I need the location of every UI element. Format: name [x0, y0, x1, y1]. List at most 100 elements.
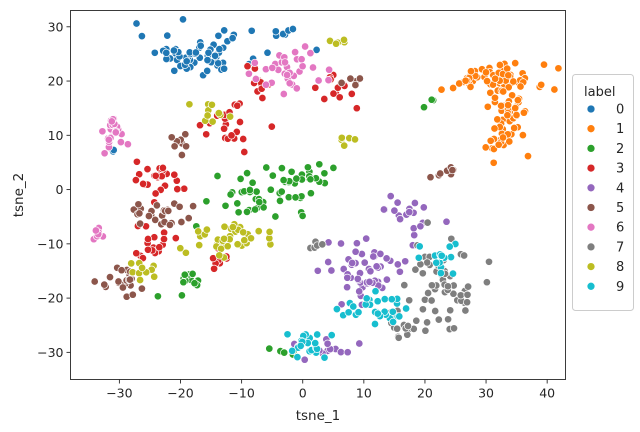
data-point-label-0: [203, 56, 212, 65]
data-point-label-1: [483, 77, 492, 86]
data-point-label-2: [306, 189, 315, 198]
data-point-label-7: [456, 291, 465, 300]
data-point-label-6: [104, 135, 113, 144]
data-point-label-2: [329, 163, 338, 172]
data-point-label-8: [226, 112, 235, 121]
legend-marker-2: [586, 144, 596, 153]
y-axis-ticks: −30 −20 −10 0 10 20 30: [37, 19, 71, 360]
data-point-label-2: [306, 175, 315, 184]
data-point-label-8: [233, 240, 242, 249]
data-point-label-7: [405, 296, 414, 305]
data-point-label-9: [436, 269, 445, 278]
data-point-label-5: [177, 150, 186, 160]
data-point-label-4: [353, 274, 362, 283]
data-point-label-0: [247, 26, 256, 35]
data-point-label-5: [135, 209, 144, 218]
data-point-label-2: [284, 193, 293, 202]
data-point-label-7: [318, 240, 327, 249]
x-tick-label: 10: [356, 386, 372, 401]
data-point-label-7: [393, 324, 402, 333]
data-point-label-9: [414, 253, 423, 262]
data-point-label-8: [254, 227, 263, 236]
data-point-label-4: [376, 249, 385, 258]
data-point-label-8: [185, 100, 194, 109]
data-point-label-5: [181, 130, 190, 139]
data-point-label-4: [410, 198, 419, 208]
data-point-label-1: [466, 82, 475, 91]
data-point-label-4: [348, 258, 357, 268]
data-point-label-1: [490, 93, 500, 102]
data-point-label-8: [337, 133, 346, 142]
data-point-label-2: [291, 193, 300, 202]
data-point-label-1: [481, 68, 491, 77]
data-point-label-1: [491, 74, 500, 83]
data-point-label-2: [213, 171, 222, 181]
data-point-label-2: [320, 169, 329, 178]
data-point-label-4: [336, 348, 345, 357]
data-point-label-7: [403, 321, 413, 331]
data-point-label-0: [312, 45, 321, 54]
data-point-label-6: [291, 48, 300, 57]
legend-marker-7: [586, 242, 596, 252]
x-tick-label: −20: [167, 386, 193, 401]
data-point-label-4: [365, 277, 374, 286]
data-point-label-4: [327, 266, 336, 275]
data-point-label-1: [511, 59, 520, 68]
data-point-label-5: [90, 277, 99, 286]
data-point-label-0: [162, 48, 171, 57]
data-point-label-5: [137, 284, 146, 293]
data-point-label-9: [362, 294, 371, 303]
data-point-label-0: [196, 41, 205, 50]
data-point-label-2: [226, 190, 235, 199]
data-point-label-6: [261, 80, 271, 89]
data-point-label-2: [180, 270, 189, 279]
x-tick-label: 30: [478, 386, 494, 401]
data-point-label-4: [416, 222, 425, 231]
data-point-label-1: [503, 64, 512, 73]
data-point-label-7: [424, 288, 433, 298]
data-point-label-5: [351, 80, 360, 90]
data-point-label-9: [395, 312, 404, 321]
data-point-label-3: [210, 264, 219, 273]
data-point-label-9: [296, 341, 305, 350]
data-point-label-2: [262, 163, 271, 172]
data-point-label-2: [245, 185, 254, 195]
data-point-label-2: [315, 160, 324, 169]
data-point-label-5: [167, 133, 176, 142]
data-point-label-8: [220, 234, 229, 243]
x-tick-label: 0: [299, 386, 307, 401]
data-point-label-1: [504, 101, 513, 110]
data-point-label-2: [251, 205, 260, 214]
data-point-label-4: [405, 208, 414, 217]
data-point-label-1: [437, 85, 446, 94]
data-point-label-2: [280, 348, 289, 357]
data-point-label-6: [268, 63, 277, 72]
data-point-label-7: [444, 315, 453, 324]
data-point-label-3: [151, 189, 160, 198]
legend-label-0: 0: [616, 103, 624, 118]
data-point-label-5: [100, 280, 109, 289]
data-point-label-6: [91, 226, 100, 235]
data-point-label-7: [463, 298, 472, 307]
data-point-label-5: [189, 202, 198, 211]
data-point-label-3: [352, 104, 361, 113]
data-point-label-3: [195, 121, 205, 130]
y-tick-label: 10: [48, 128, 64, 143]
data-point-label-6: [100, 149, 109, 158]
data-point-label-4: [396, 215, 405, 224]
data-point-label-9: [388, 307, 397, 316]
data-point-label-7: [446, 306, 455, 315]
data-point-label-1: [489, 158, 498, 167]
data-point-label-1: [486, 136, 495, 145]
data-point-label-3: [220, 124, 229, 133]
data-point-label-9: [371, 287, 380, 296]
data-point-label-6: [301, 42, 310, 51]
data-point-label-7: [427, 281, 436, 290]
data-point-label-6: [292, 84, 301, 93]
y-tick-label: 30: [48, 19, 64, 34]
data-point-label-1: [554, 64, 563, 73]
data-point-label-1: [503, 111, 512, 120]
data-point-label-6: [324, 76, 333, 85]
data-point-label-4: [382, 254, 391, 263]
data-point-label-8: [220, 222, 229, 231]
